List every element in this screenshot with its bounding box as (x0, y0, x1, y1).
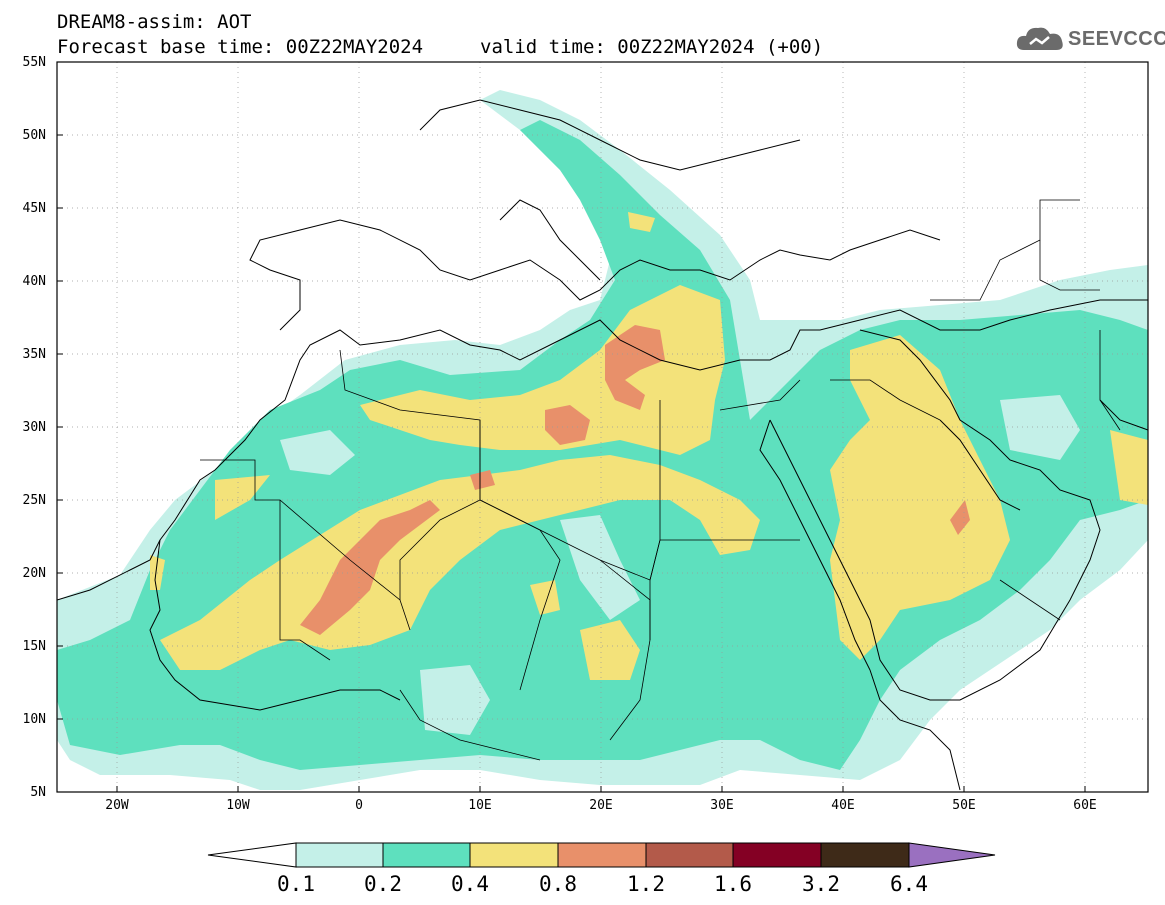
lon-label: 20W (105, 798, 129, 813)
forecast-base-time: Forecast base time: 00Z22MAY2024 (57, 36, 424, 58)
seevccc-logo: SEEVCCC (1016, 22, 1165, 56)
aot-low-patch (1000, 395, 1080, 460)
colorbar-label: 1.6 (714, 872, 752, 896)
lon-label: 10E (468, 798, 492, 813)
lon-label: 60E (1073, 798, 1097, 813)
lon-label: 30E (710, 798, 734, 813)
lon-label: 40E (831, 798, 855, 813)
lon-label: 20E (589, 798, 613, 813)
axis-ticks (57, 61, 1086, 792)
colorbar-bin (557, 842, 647, 868)
colorbar-bin (295, 842, 384, 868)
country-borders (200, 199, 1121, 761)
lat-label: 5N (30, 785, 46, 800)
aot-band-0.8 (300, 500, 440, 635)
aot-band-0.4 (530, 580, 560, 615)
aot-band-0.8 (470, 470, 495, 490)
cloud-icon (1016, 27, 1063, 50)
aot-band-0.4 (580, 620, 640, 680)
aot-band-0.8 (950, 500, 970, 535)
lat-label: 20N (22, 566, 46, 581)
lat-label: 50N (22, 128, 46, 143)
lon-label: 10W (226, 798, 250, 813)
map-title: DREAM8-assim: AOT (57, 11, 252, 33)
aot-field (57, 90, 1148, 790)
colorbar-bin (469, 842, 559, 868)
colorbar-label: 3.2 (802, 872, 840, 896)
colorbar-label: 0.2 (364, 872, 402, 896)
aot-low-patch (420, 665, 490, 735)
colorbar-bin (382, 842, 471, 868)
aot-band-0.4 (830, 335, 1010, 660)
aot-band-0.4 (1110, 430, 1148, 505)
colorbar-low-arrow (207, 842, 297, 868)
lat-label: 55N (22, 55, 46, 70)
coastlines (57, 99, 1148, 791)
valid-time: valid time: 00Z22MAY2024 (+00) (480, 36, 824, 58)
aot-low-patch (560, 515, 640, 620)
lon-label: 50E (952, 798, 976, 813)
lat-label: 45N (22, 201, 46, 216)
aot-band-0.4 (628, 212, 655, 232)
colorbar-label: 0.1 (277, 872, 315, 896)
colorbar-label: 0.4 (451, 872, 489, 896)
colorbar-label: 6.4 (890, 872, 928, 896)
lat-label: 25N (22, 493, 46, 508)
colorbar-label: 0.8 (539, 872, 577, 896)
colorbar-bin (732, 842, 822, 868)
lat-label: 15N (22, 639, 46, 654)
logo-text: SEEVCCC (1068, 28, 1165, 50)
aot-band-0.8 (545, 405, 590, 445)
colorbar-high-arrow (908, 842, 996, 868)
lat-label: 10N (22, 712, 46, 727)
aot-band-0.4 (215, 475, 270, 520)
colorbar-label: 1.2 (627, 872, 665, 896)
colorbar-bin (645, 842, 734, 868)
colorbar-bin (820, 842, 910, 868)
colorbar (207, 842, 996, 868)
aot-low-patch (280, 430, 355, 475)
aot-band-0.4 (150, 555, 165, 590)
aot-band-0.8 (605, 325, 665, 410)
lat-label: 35N (22, 347, 46, 362)
lat-label: 40N (22, 274, 46, 289)
lon-label: 0 (355, 798, 363, 813)
lat-label: 30N (22, 420, 46, 435)
